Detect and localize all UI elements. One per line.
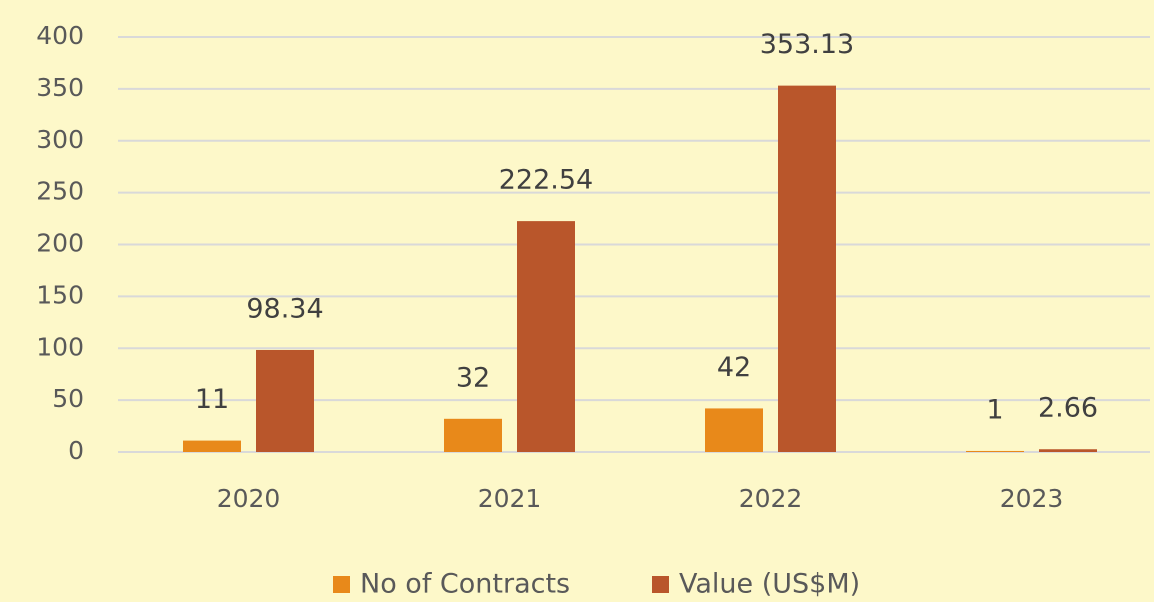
- legend-label: No of Contracts: [360, 569, 570, 600]
- bar: [778, 85, 836, 452]
- legend-label: Value (US$M): [679, 569, 860, 600]
- y-tick-label: 50: [52, 384, 84, 413]
- data-label: 11: [195, 384, 229, 415]
- legend-swatch: [652, 576, 669, 593]
- x-tick-label: 2023: [1000, 484, 1064, 513]
- bar: [966, 450, 1024, 452]
- data-label: 32: [456, 362, 490, 393]
- x-tick-label: 2022: [739, 484, 803, 513]
- bar: [256, 349, 314, 452]
- y-tick-label: 350: [36, 73, 84, 102]
- bar: [705, 408, 763, 452]
- y-tick-label: 150: [36, 280, 84, 309]
- legend-swatch: [333, 576, 350, 593]
- x-tick-label: 2021: [478, 484, 542, 513]
- data-label: 1: [986, 394, 1003, 425]
- bar: [1039, 449, 1097, 452]
- y-tick-label: 300: [36, 125, 84, 154]
- data-label: 42: [717, 352, 751, 383]
- y-tick-label: 100: [36, 332, 84, 361]
- y-tick-label: 200: [36, 229, 84, 258]
- x-tick-label: 2020: [217, 484, 281, 513]
- bar: [517, 221, 575, 452]
- data-label: 353.13: [760, 29, 854, 60]
- bar: [444, 418, 502, 452]
- data-label: 2.66: [1038, 393, 1098, 424]
- y-tick-label: 250: [36, 177, 84, 206]
- y-tick-label: 0: [68, 436, 84, 465]
- data-label: 98.34: [246, 293, 323, 324]
- bar: [183, 440, 241, 452]
- data-label: 222.54: [499, 165, 593, 196]
- y-tick-label: 400: [36, 21, 84, 50]
